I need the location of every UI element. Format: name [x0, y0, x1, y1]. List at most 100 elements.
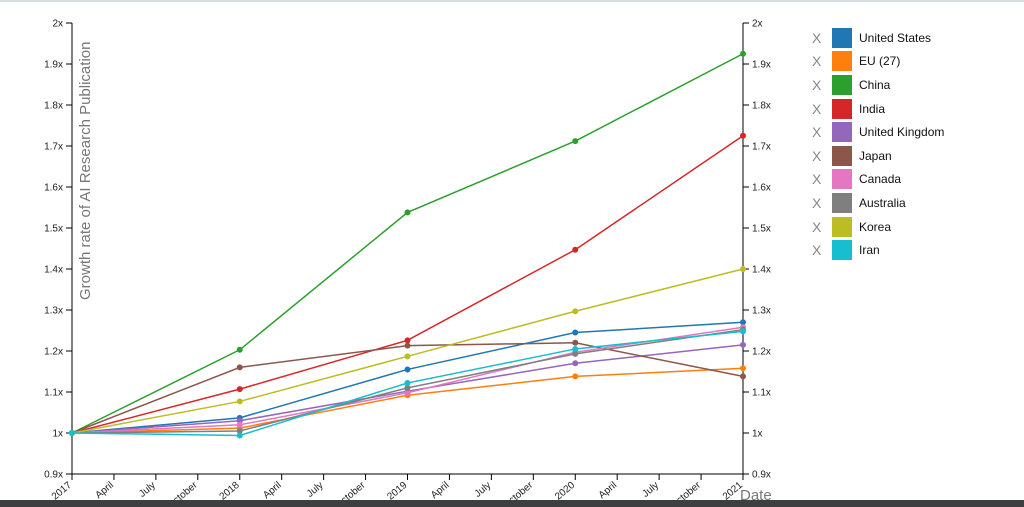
x-tick-label: July [640, 480, 661, 500]
data-point-india [404, 337, 411, 344]
data-point-japan [572, 339, 579, 346]
y-tick-label-right: 1.5x [752, 224, 771, 235]
series-lines [71, 53, 744, 437]
remove-series-button[interactable]: X [812, 29, 822, 46]
data-point-korea [740, 266, 746, 272]
legend-item-united-kingdom: X United Kingdom [812, 120, 944, 144]
legend-item-india: X India [812, 97, 944, 121]
y-tick-label-left: 1.3x [44, 306, 63, 317]
y-tick-label-right: 1.4x [752, 265, 771, 276]
remove-series-button[interactable]: X [812, 76, 822, 93]
y-tick-label-left: 1x [52, 429, 63, 440]
y-tick-label-left: 1.7x [44, 142, 63, 153]
data-point-india [740, 132, 746, 139]
data-point-korea [404, 353, 411, 360]
legend-swatch [832, 51, 852, 72]
data-point-iran [69, 430, 75, 436]
x-tick-label: July [137, 480, 158, 500]
remove-series-button[interactable]: X [812, 124, 822, 141]
x-tick-label: April [261, 480, 283, 501]
legend-label: United Kingdom [859, 125, 945, 140]
data-point-united-kingdom [236, 417, 243, 424]
y-tick-label-left: 1.6x [44, 183, 63, 194]
y-tick-label-left: 1.5x [44, 224, 63, 235]
data-point-australia [404, 384, 411, 391]
y-tick-label-left: 1.4x [44, 265, 63, 276]
series-line-korea [71, 268, 744, 434]
legend-item-korea: X Korea [812, 215, 944, 239]
data-point-united-kingdom [572, 360, 579, 367]
legend-item-canada: X Canada [812, 168, 944, 192]
legend-item-iran: X Iran [812, 238, 944, 262]
legend-label: India [859, 101, 886, 116]
legend-item-united-states: X United States [812, 26, 944, 50]
data-point-iran [572, 345, 579, 352]
legend-item-japan: X Japan [812, 144, 944, 168]
y-tick-label-right: 1.7x [752, 142, 771, 153]
remove-series-button[interactable]: X [812, 171, 822, 188]
data-point-japan [404, 342, 411, 349]
y-tick-label-left: 1.1x [44, 388, 63, 399]
data-point-australia [236, 427, 243, 434]
top-border [0, 0, 1024, 2]
data-point-eu-27 [740, 365, 746, 372]
y-tick-label-right: 1.1x [752, 388, 771, 399]
data-point-iran [236, 432, 243, 439]
data-point-china [740, 50, 746, 57]
legend-item-eu-27: X EU (27) [812, 50, 944, 74]
y-tick-label-left: 1.2x [44, 347, 63, 358]
data-point-china [236, 346, 243, 353]
y-tick-label-right: 1.2x [752, 347, 771, 358]
data-point-iran [404, 379, 411, 386]
y-axis-title: Growth rate of AI Research Publication [77, 42, 94, 300]
data-point-japan [740, 373, 746, 380]
data-point-iran [740, 328, 746, 335]
series-points [69, 50, 746, 439]
y-tick-label-right: 1x [752, 429, 763, 440]
y-tick-label-right: 1.8x [752, 101, 771, 112]
legend-label: Australia [859, 195, 906, 210]
remove-series-button[interactable]: X [812, 100, 822, 117]
remove-series-button[interactable]: X [812, 218, 822, 235]
legend-label: United States [859, 30, 932, 45]
legend-label: Japan [859, 148, 892, 163]
data-point-united-kingdom [740, 341, 746, 348]
x-tick-label: July [473, 480, 494, 500]
data-point-australia [572, 350, 579, 357]
remove-series-button[interactable]: X [812, 194, 822, 211]
y-tick-label-left: 1.8x [44, 101, 63, 112]
y-tick-label-left: 1.9x [44, 60, 63, 71]
y-tick-label-left: 0.9x [44, 470, 63, 481]
series-line-china [71, 53, 744, 434]
legend-swatch [832, 74, 852, 95]
x-tick-label: July [305, 480, 326, 500]
legend-swatch [832, 145, 852, 166]
bottom-scrollbar[interactable] [0, 500, 1024, 507]
data-point-korea [236, 398, 243, 405]
x-axis-title: Date [740, 487, 772, 504]
x-tick-label: April [93, 480, 115, 501]
y-tick-label-right: 2x [752, 19, 763, 30]
data-point-china [572, 138, 579, 145]
y-axis-right: 0.9x 1x 1.1x 1.2x 1.3x 1.4x 1.5x 1.6x 1.7x 1.8x 1.… [742, 19, 771, 481]
legend-label: Korea [859, 219, 892, 234]
data-point-united-states [740, 319, 746, 326]
data-point-united-states [572, 329, 579, 336]
remove-series-button[interactable]: X [812, 147, 822, 164]
x-tick-label: April [429, 480, 451, 501]
y-tick-label-left: 2x [52, 19, 63, 30]
legend-swatch [832, 216, 852, 237]
legend-swatch [832, 98, 852, 119]
remove-series-button[interactable]: X [812, 53, 822, 70]
y-tick-label-right: 1.9x [752, 60, 771, 71]
legend-label: China [859, 77, 891, 92]
legend-item-china: X China [812, 73, 944, 97]
legend-swatch [832, 27, 852, 48]
data-point-eu-27 [572, 373, 579, 380]
legend-swatch [832, 192, 852, 213]
legend-label: Iran [859, 243, 880, 258]
remove-series-button[interactable]: X [812, 242, 822, 259]
data-point-canada [236, 421, 243, 428]
data-point-china [404, 209, 411, 216]
y-tick-label-right: 0.9x [752, 470, 771, 481]
